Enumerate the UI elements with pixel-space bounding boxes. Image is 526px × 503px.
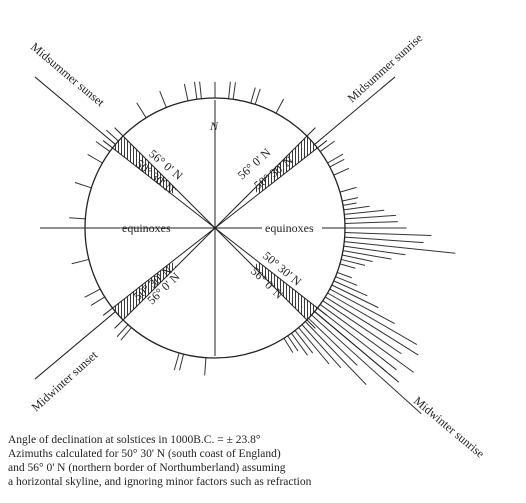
- ray: [95, 141, 111, 152]
- ray: [342, 202, 357, 206]
- ray: [335, 276, 358, 286]
- ray: [344, 236, 424, 244]
- ray: [339, 186, 357, 193]
- hatched-band: [253, 261, 318, 320]
- ray: [159, 91, 167, 108]
- ray: [298, 327, 330, 365]
- ray: [344, 232, 432, 237]
- hatched-band: [112, 136, 177, 195]
- ray: [136, 102, 147, 119]
- direction-label: Midwinter sunset: [29, 347, 101, 414]
- ray: [74, 182, 92, 189]
- azimuth-line: [214, 127, 316, 229]
- ray: [319, 304, 414, 373]
- azimuth-leader: [314, 76, 396, 145]
- ray: [283, 337, 294, 353]
- north-label: N: [209, 119, 219, 133]
- azimuth-line: [214, 227, 328, 316]
- ray: [193, 81, 198, 100]
- direction-label: Midsummer sunrise: [345, 31, 425, 105]
- ray: [173, 352, 180, 371]
- ray: [304, 321, 367, 385]
- ray: [311, 314, 422, 415]
- ray: [275, 98, 285, 114]
- ray: [228, 81, 231, 99]
- ray: [333, 167, 350, 176]
- caption-line: Azimuths calculated for 50° 30' N (south…: [8, 448, 281, 460]
- ray: [342, 254, 373, 262]
- ray: [333, 280, 368, 297]
- equinox-label: equinoxes: [265, 221, 314, 235]
- direction-label: Midwinter sunrise: [411, 394, 487, 461]
- ray: [329, 288, 395, 324]
- caption-line: Angle of declination at solstices in 100…: [8, 434, 261, 446]
- ray: [341, 258, 366, 266]
- azimuth-line: [114, 227, 216, 329]
- ray: [329, 158, 345, 168]
- ray: [204, 357, 207, 376]
- azimuth-leader: [34, 311, 116, 380]
- azimuth-leader: [34, 76, 116, 145]
- ray: [183, 83, 189, 101]
- ray: [344, 241, 456, 254]
- ray: [327, 292, 418, 345]
- solstice-bands: [34, 76, 400, 383]
- ray: [287, 335, 299, 352]
- equinox-label: equinoxes: [122, 221, 171, 235]
- azimuth-line: [102, 227, 216, 316]
- ray: [344, 209, 385, 215]
- ray: [336, 271, 352, 279]
- ray: [343, 205, 370, 211]
- ray: [71, 258, 89, 265]
- orientation-rays: [40, 81, 456, 415]
- ray: [327, 153, 344, 164]
- direction-label: Midsummer sunset: [28, 40, 108, 110]
- ray: [84, 288, 101, 298]
- ray: [331, 284, 379, 309]
- ray: [294, 330, 314, 354]
- ray: [199, 81, 202, 99]
- azimuth-line: [214, 140, 328, 229]
- ray: [319, 140, 335, 152]
- ray: [344, 221, 398, 224]
- ray: [322, 300, 402, 355]
- ray: [120, 327, 132, 341]
- ray: [69, 217, 86, 220]
- azimuth-line: [214, 227, 316, 329]
- ray: [342, 197, 359, 202]
- ray: [116, 324, 129, 338]
- azimuth-line: [114, 127, 216, 229]
- ray: [250, 87, 256, 104]
- azimuth-leader: [314, 311, 400, 383]
- ray: [254, 88, 261, 105]
- ray: [343, 245, 406, 256]
- ray: [179, 354, 185, 371]
- ray: [232, 82, 236, 100]
- caption-line: and 56° 0' N (northern border of Northum…: [8, 462, 286, 474]
- ray: [344, 214, 396, 220]
- ray: [291, 332, 308, 356]
- azimuth-line: [102, 140, 216, 229]
- ray: [308, 317, 358, 366]
- ray: [87, 154, 103, 164]
- ray: [324, 296, 419, 356]
- ray: [301, 324, 342, 369]
- ray: [317, 307, 397, 371]
- ray: [342, 250, 392, 260]
- caption-line: a horizontal skyline, and ignoring minor…: [8, 476, 312, 488]
- hatched-band: [253, 136, 318, 195]
- hatched-band: [112, 261, 177, 320]
- ray: [105, 129, 119, 142]
- ray: [90, 296, 106, 306]
- ray: [339, 263, 356, 269]
